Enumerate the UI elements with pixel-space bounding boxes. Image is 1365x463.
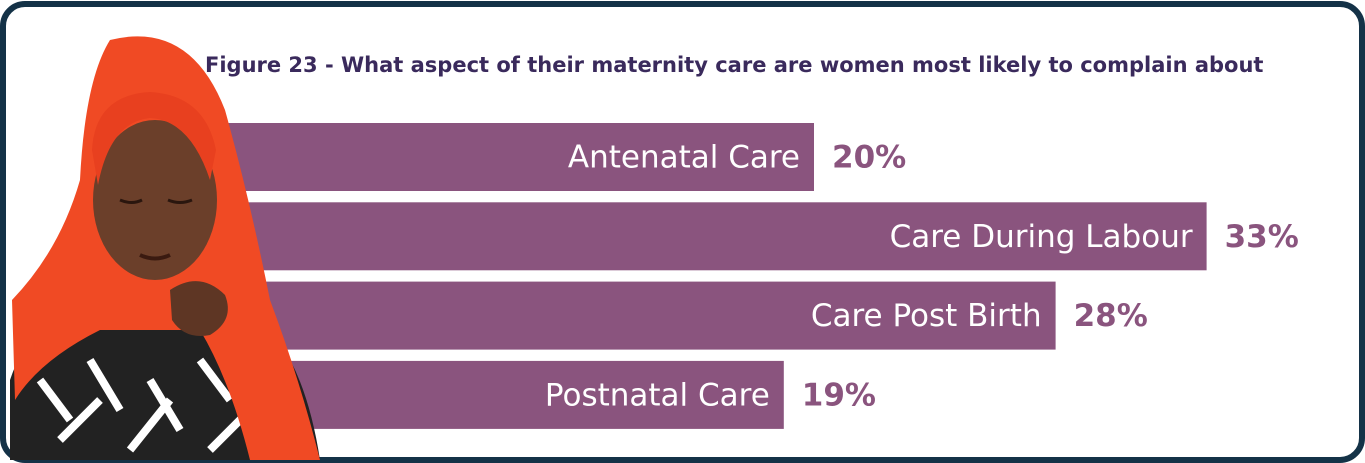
category-label: Postnatal Care: [545, 377, 770, 413]
bars: Antenatal Care 20% Care During Labour 33% Ca…: [210, 123, 1299, 429]
value-label: 20%: [832, 140, 906, 176]
chart-title: Figure 23 - What aspect of their materni…: [205, 53, 1263, 77]
value-label: 28%: [1074, 298, 1148, 334]
value-label: 19%: [802, 377, 876, 413]
category-label: Care During Labour: [890, 219, 1193, 255]
category-label: Antenatal Care: [568, 140, 800, 176]
bar: [210, 202, 1207, 271]
category-label: Care Post Birth: [811, 298, 1042, 334]
bar: [210, 281, 1056, 350]
value-label: 33%: [1225, 219, 1299, 255]
photo: [10, 36, 320, 460]
bar: [210, 123, 814, 191]
